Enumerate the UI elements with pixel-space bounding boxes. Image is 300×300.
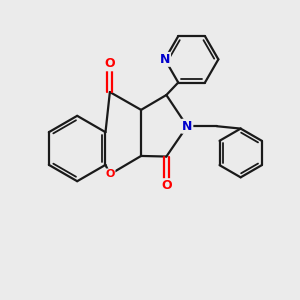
Text: N: N <box>160 53 170 66</box>
Text: N: N <box>182 120 192 133</box>
Text: O: O <box>161 179 172 192</box>
Text: O: O <box>105 57 115 70</box>
Text: O: O <box>105 169 115 179</box>
